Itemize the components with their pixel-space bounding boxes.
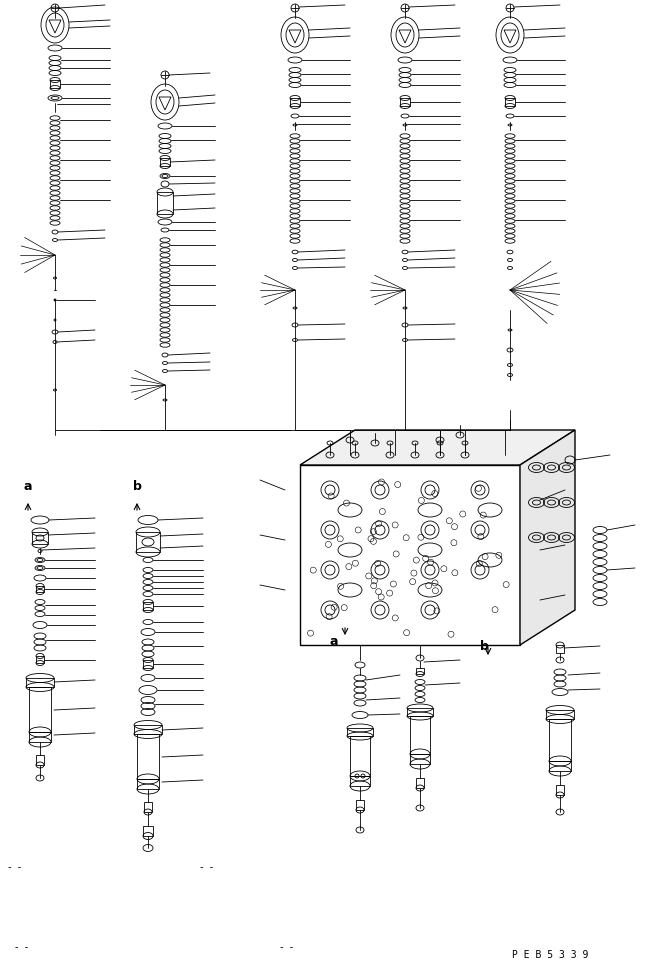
Bar — [137, 734, 159, 779]
Bar — [160, 158, 170, 166]
Bar — [549, 761, 571, 771]
Bar — [410, 716, 430, 754]
Text: -  -: - - — [200, 862, 213, 872]
Text: -  -: - - — [280, 942, 293, 952]
Bar — [136, 532, 160, 552]
Bar — [407, 708, 433, 716]
Bar — [356, 800, 364, 810]
Bar — [143, 602, 153, 610]
Bar — [29, 732, 51, 742]
Bar — [556, 785, 564, 795]
Text: -  -: - - — [15, 942, 28, 952]
Text: P E B 5 3 3 9: P E B 5 3 3 9 — [512, 950, 588, 960]
Bar — [347, 728, 373, 736]
Text: a: a — [330, 635, 339, 648]
Bar — [546, 710, 574, 719]
Bar — [36, 586, 44, 592]
Bar — [50, 80, 60, 88]
Text: b: b — [133, 480, 141, 493]
Bar — [134, 725, 162, 734]
Bar — [36, 656, 44, 663]
Text: b: b — [480, 640, 489, 653]
Ellipse shape — [54, 299, 56, 301]
Bar — [350, 736, 370, 776]
Bar — [556, 645, 564, 653]
Bar — [410, 754, 430, 764]
Bar — [157, 192, 173, 214]
Bar — [143, 660, 153, 668]
Bar — [350, 776, 370, 786]
Bar — [144, 802, 152, 812]
Bar — [290, 98, 300, 106]
Bar — [505, 98, 515, 106]
Bar — [143, 826, 153, 836]
Bar — [549, 719, 571, 761]
Bar — [137, 779, 159, 789]
Polygon shape — [520, 430, 575, 645]
Bar — [32, 532, 48, 544]
Bar — [400, 98, 410, 106]
Bar — [416, 668, 424, 674]
Polygon shape — [300, 465, 520, 645]
Bar — [36, 755, 44, 765]
Bar — [416, 778, 424, 788]
Bar — [26, 678, 54, 687]
Text: -  -: - - — [8, 862, 21, 872]
Text: a: a — [24, 480, 32, 493]
Bar — [29, 687, 51, 732]
Polygon shape — [300, 430, 575, 465]
